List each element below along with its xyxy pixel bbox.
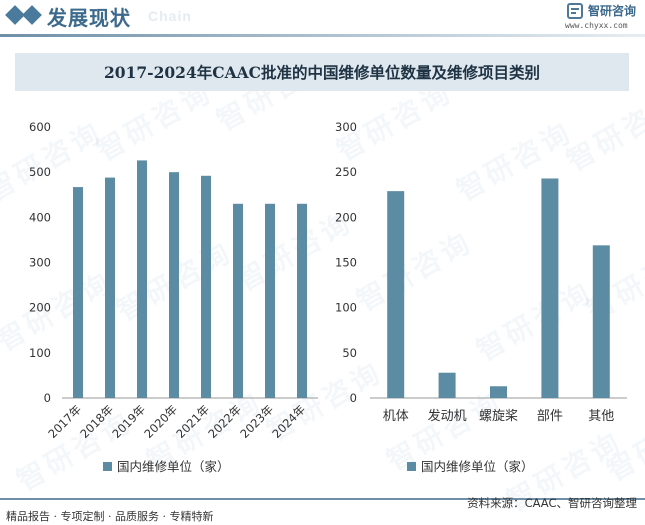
- bar: [297, 203, 307, 398]
- brand-url: www.chyxx.com: [565, 21, 628, 30]
- y-tick-label: 200: [335, 210, 357, 224]
- y-tick-label: 100: [335, 301, 357, 315]
- y-tick-label: 0: [350, 391, 357, 405]
- legend-label: 国内维修单位（家）: [117, 459, 230, 474]
- y-tick-label: 600: [29, 120, 51, 134]
- bar: [490, 386, 507, 398]
- x-tick-label: 机体: [383, 409, 409, 424]
- y-tick-label: 300: [29, 256, 51, 270]
- header-divider: [0, 34, 645, 37]
- x-tick-label: 部件: [537, 409, 563, 424]
- y-tick-label: 400: [29, 210, 51, 224]
- y-tick-label: 100: [29, 346, 51, 360]
- x-tick-label: 发动机: [428, 408, 467, 424]
- section-subtitle: Chain: [148, 8, 192, 24]
- y-tick-label: 150: [335, 256, 357, 270]
- legend-swatch: [103, 462, 112, 471]
- section-title: 发展现状: [47, 6, 131, 30]
- bar: [169, 172, 179, 398]
- bar: [592, 245, 610, 398]
- bar: [265, 203, 275, 398]
- brand-logo-icon: [567, 3, 583, 19]
- y-tick-label: 300: [335, 120, 357, 134]
- bar: [137, 160, 147, 398]
- y-tick-label: 500: [29, 165, 51, 179]
- chart-title-band: 2017-2024年CAAC批准的中国维修单位数量及维修项目类别: [15, 53, 629, 91]
- y-tick-label: 200: [29, 301, 51, 315]
- chart-title: 2017-2024年CAAC批准的中国维修单位数量及维修项目类别: [104, 63, 540, 82]
- bar: [201, 175, 211, 398]
- legend-label: 国内维修单位（家）: [421, 459, 534, 474]
- bar: [387, 191, 405, 398]
- bar: [438, 372, 456, 398]
- footer-divider: [0, 498, 645, 500]
- bar: [105, 177, 115, 398]
- brand-name: 智研咨询: [588, 4, 637, 18]
- page-header: 发展现状 Chain 智研咨询 www.chyxx.com: [0, 0, 645, 37]
- bar: [233, 203, 243, 398]
- x-tick-label: 其他: [588, 409, 614, 424]
- bar: [73, 187, 83, 398]
- y-tick-label: 0: [44, 391, 51, 405]
- footer-tags: 精品报告 · 专项定制 · 品质服务 · 专精特新: [6, 510, 214, 523]
- bar: [541, 178, 559, 398]
- footer-source: 资料来源：CAAC、智研咨询整理: [467, 496, 637, 510]
- x-tick-label: 螺旋桨: [479, 408, 518, 424]
- y-tick-label: 250: [335, 165, 357, 179]
- legend-swatch: [407, 462, 416, 471]
- y-tick-label: 50: [342, 346, 357, 360]
